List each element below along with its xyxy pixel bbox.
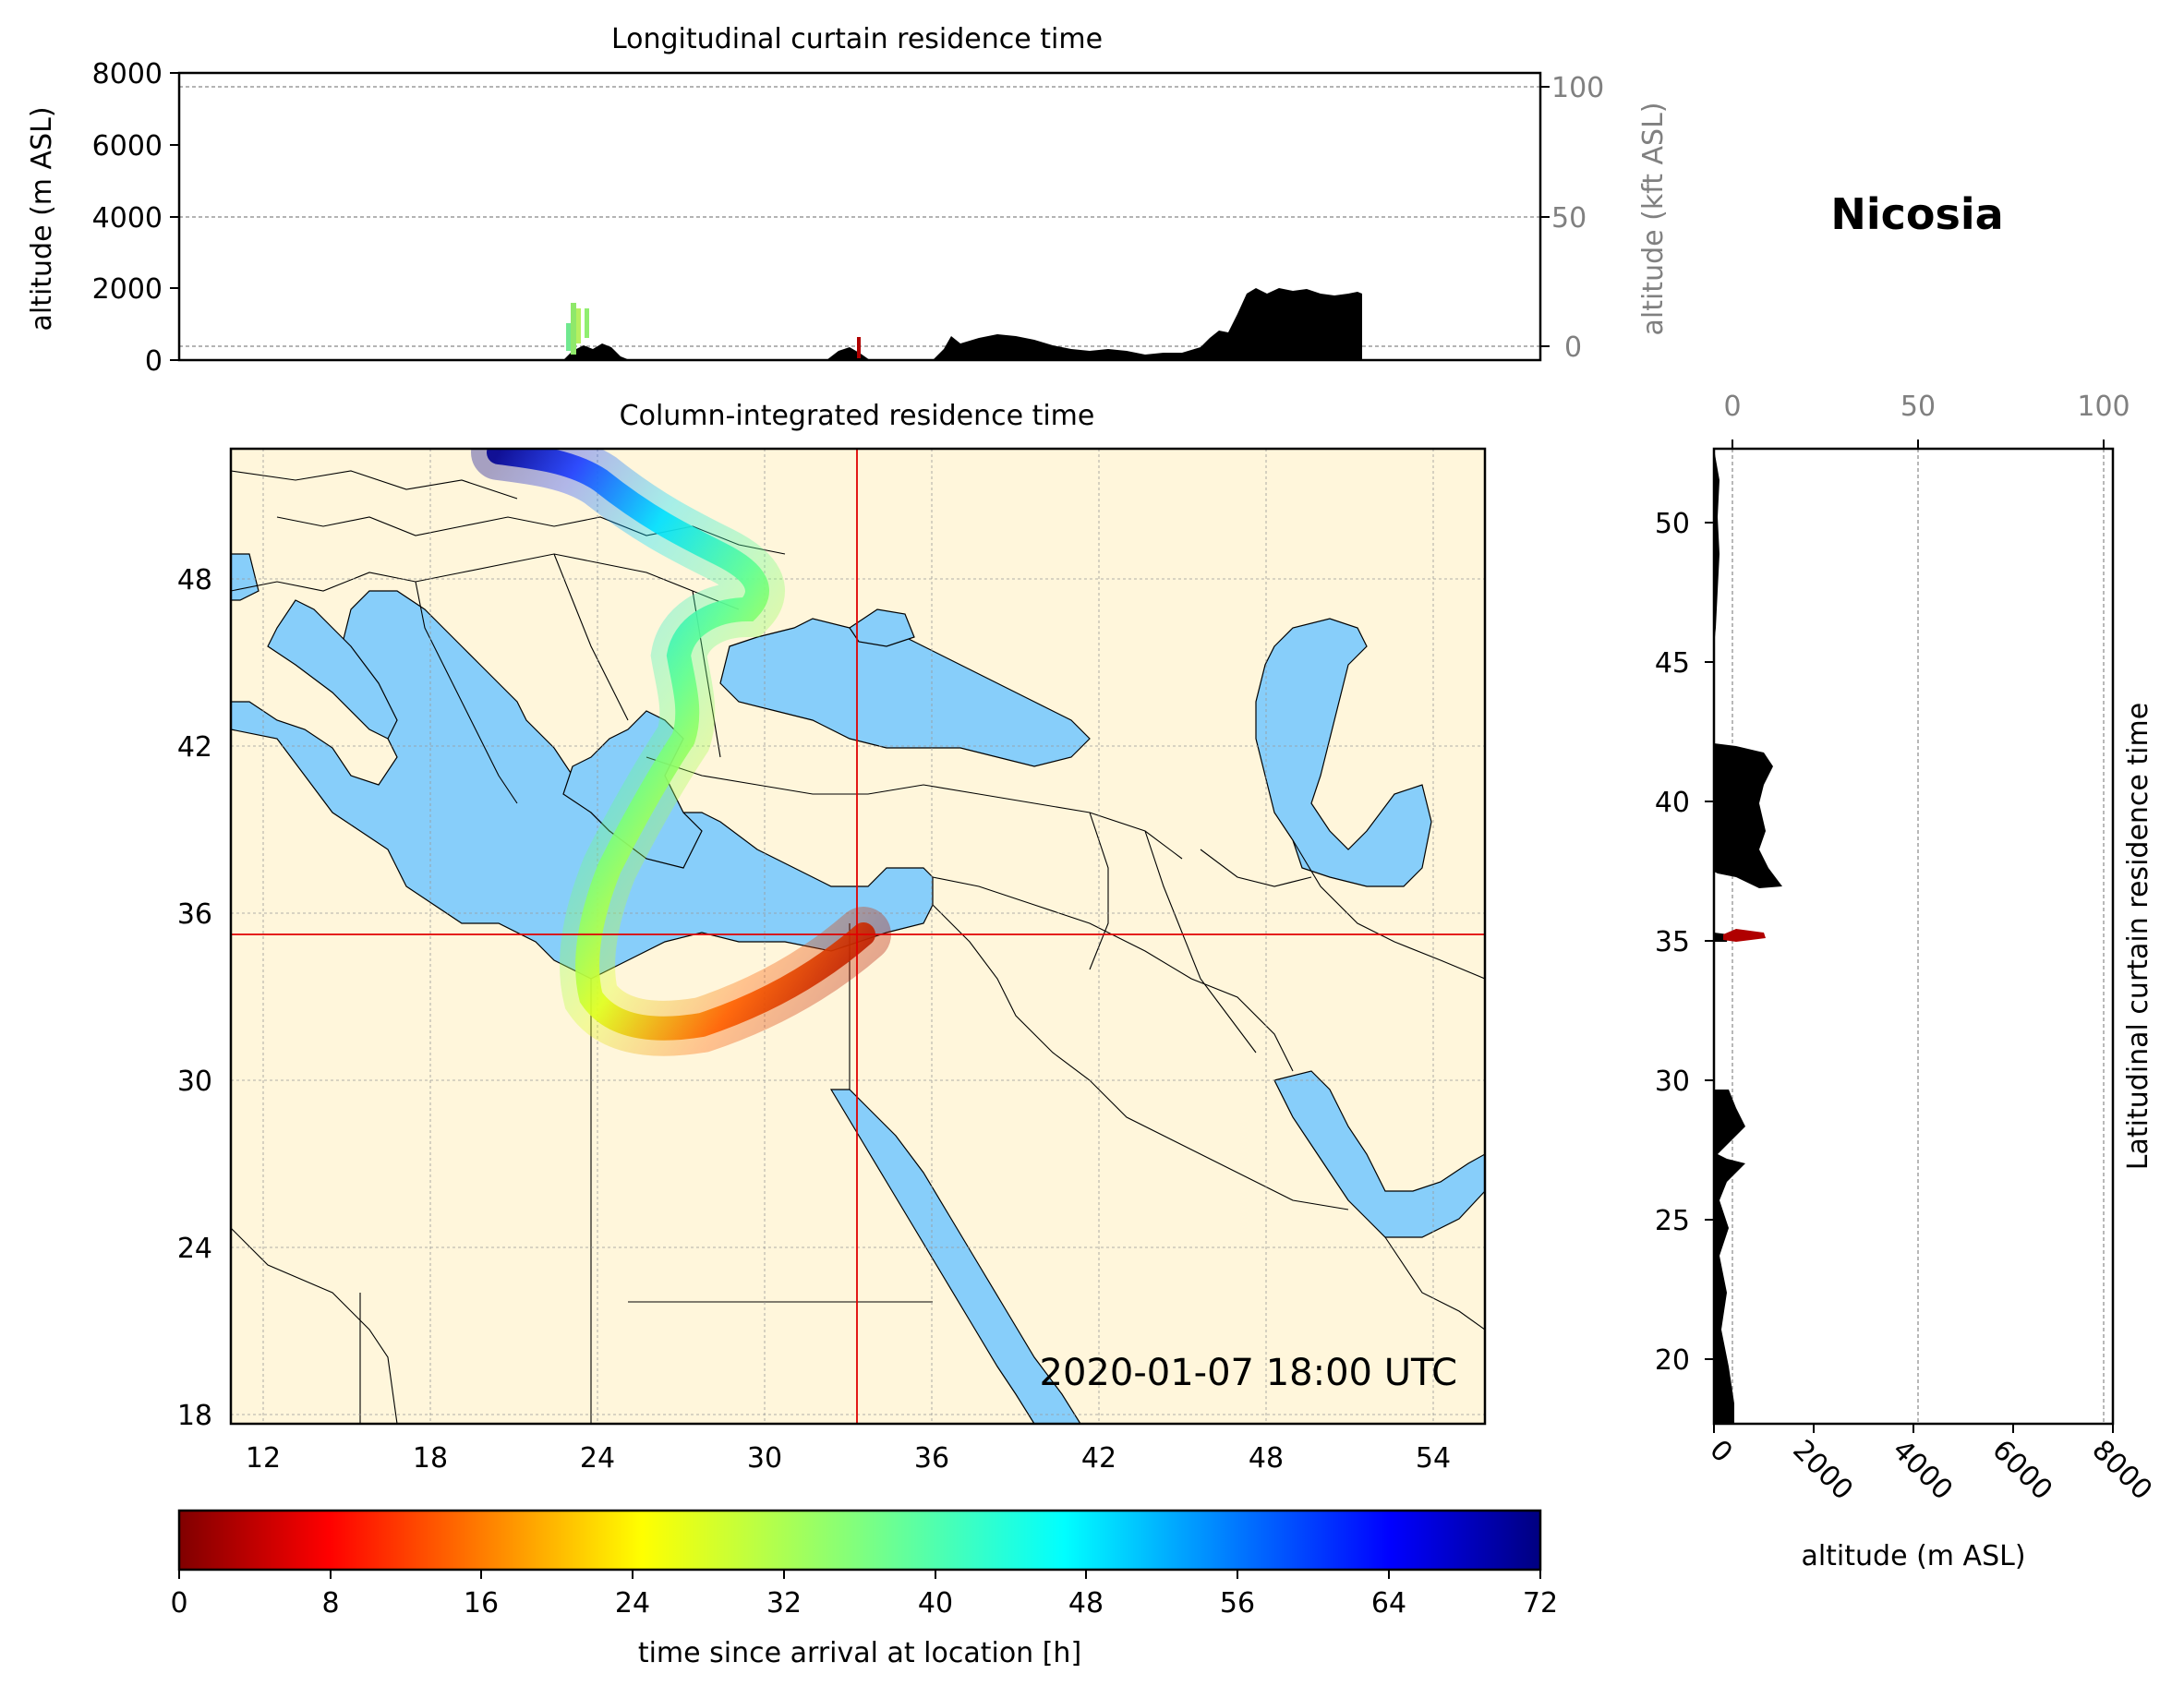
longitudinal-panel: Longitudinal curtain residence time 0 20… bbox=[26, 23, 1670, 378]
map-title: Column-integrated residence time bbox=[620, 400, 1095, 432]
longitudinal-ytick-label: 0 bbox=[145, 345, 163, 378]
colorbar-label: time since arrival at location [h] bbox=[638, 1637, 1081, 1669]
latitudinal-xtick-label: 4000 bbox=[1886, 1434, 1959, 1507]
colorbar-tick-label: 8 bbox=[321, 1587, 339, 1620]
latitudinal-top-tick-label: 100 bbox=[2077, 391, 2130, 423]
latitudinal-xtick-label: 0 bbox=[1703, 1434, 1738, 1469]
latitudinal-xtick-label: 6000 bbox=[1985, 1434, 2058, 1507]
longitudinal-plume bbox=[566, 303, 861, 358]
latitudinal-grid bbox=[1732, 449, 2105, 1424]
map-lat-tick: 18 bbox=[177, 1400, 212, 1432]
longitudinal-right-tick-label: 100 bbox=[1551, 72, 1604, 104]
latitudinal-top-tick-label: 50 bbox=[1900, 391, 1936, 423]
longitudinal-ytick-label: 4000 bbox=[92, 202, 163, 235]
latitudinal-top-tick-label: 0 bbox=[1723, 391, 1741, 423]
map-lat-tick: 36 bbox=[177, 898, 212, 931]
red-sea bbox=[829, 1089, 1081, 1424]
map-panel: Column-integrated residence time bbox=[177, 400, 1487, 1475]
latitudinal-y-ticks bbox=[1705, 522, 1714, 1360]
longitudinal-right-ticks bbox=[1540, 86, 1550, 347]
longitudinal-ytick-label: 6000 bbox=[92, 130, 163, 163]
map-lon-tick: 18 bbox=[413, 1442, 448, 1475]
longitudinal-title: Longitudinal curtain residence time bbox=[611, 23, 1103, 55]
adriatic-sea bbox=[267, 599, 398, 740]
longitudinal-left-ticks bbox=[170, 72, 179, 361]
latitudinal-ytick-label: 45 bbox=[1655, 647, 1690, 680]
colorbar-gradient bbox=[177, 1509, 1542, 1572]
latitudinal-ytick-label: 20 bbox=[1655, 1344, 1690, 1377]
location-title: Nicosia bbox=[1830, 189, 2003, 239]
map-axes-frame bbox=[229, 447, 1487, 1426]
colorbar: 0 8 16 24 32 40 48 56 64 72 time since a… bbox=[170, 1509, 1558, 1669]
latitudinal-ytick-label: 30 bbox=[1655, 1066, 1690, 1098]
longitudinal-ytick-label: 2000 bbox=[92, 273, 163, 306]
latitudinal-ytick-label: 25 bbox=[1655, 1205, 1690, 1237]
caspian-sea bbox=[1255, 618, 1432, 887]
colorbar-tick-label: 24 bbox=[615, 1587, 650, 1620]
black-sea bbox=[719, 618, 1091, 767]
latitudinal-ytick-label: 50 bbox=[1655, 508, 1690, 540]
latitudinal-ytick-label: 35 bbox=[1655, 926, 1690, 958]
latitudinal-panel: 0 50 100 0 2000 4000 6000 8000 20 25 30 … bbox=[1655, 391, 2158, 1572]
map-lat-tick: 30 bbox=[177, 1066, 212, 1098]
latitudinal-xlabel: altitude (m ASL) bbox=[1801, 1540, 2025, 1572]
colorbar-tick-label: 40 bbox=[918, 1587, 953, 1620]
longitudinal-ylabel-left: altitude (m ASL) bbox=[26, 106, 58, 331]
latitudinal-xtick-label: 2000 bbox=[1786, 1434, 1859, 1507]
latitudinal-plume bbox=[1723, 929, 1766, 942]
colorbar-tick-label: 72 bbox=[1523, 1587, 1558, 1620]
colorbar-tick-label: 32 bbox=[766, 1587, 802, 1620]
map-lon-tick: 36 bbox=[914, 1442, 949, 1475]
colorbar-tick-label: 48 bbox=[1068, 1587, 1104, 1620]
map-lon-tick: 48 bbox=[1249, 1442, 1284, 1475]
map-lon-tick: 54 bbox=[1416, 1442, 1451, 1475]
map-lat-tick: 48 bbox=[177, 564, 212, 596]
longitudinal-right-tick-label: 0 bbox=[1564, 331, 1582, 364]
latitudinal-ytick-label: 40 bbox=[1655, 787, 1690, 819]
latitudinal-ylabel: Latitudinal curtain residence time bbox=[2122, 703, 2154, 1170]
map-lon-tick: 12 bbox=[246, 1442, 281, 1475]
persian-gulf bbox=[1273, 1070, 1485, 1238]
longitudinal-terrain bbox=[563, 288, 1362, 360]
colorbar-tick-label: 16 bbox=[464, 1587, 499, 1620]
map-lon-tick: 42 bbox=[1081, 1442, 1116, 1475]
colorbar-tick-label: 64 bbox=[1371, 1587, 1406, 1620]
latitudinal-xtick-label: 8000 bbox=[2085, 1434, 2158, 1507]
latitudinal-axes-frame bbox=[1712, 447, 2115, 1426]
sea-north-corner bbox=[231, 553, 259, 601]
latitudinal-bottom-ticks bbox=[1713, 1424, 2114, 1433]
sea-of-azov bbox=[849, 608, 915, 647]
colorbar-tick-label: 56 bbox=[1220, 1587, 1255, 1620]
residence-time-plume bbox=[471, 449, 891, 1056]
longitudinal-ytick-label: 8000 bbox=[92, 58, 163, 90]
map-lon-tick: 24 bbox=[580, 1442, 615, 1475]
receptor-crosshair bbox=[231, 449, 1485, 1424]
latitudinal-top-ticks bbox=[1732, 440, 2105, 449]
map-timestamp: 2020-01-07 18:00 UTC bbox=[1040, 1352, 1457, 1394]
map-lat-tick: 24 bbox=[177, 1233, 212, 1265]
map-lon-tick: 30 bbox=[747, 1442, 782, 1475]
colorbar-ticks bbox=[178, 1570, 1541, 1579]
longitudinal-ylabel-right: altitude (kft ASL) bbox=[1637, 102, 1670, 335]
colorbar-tick-label: 0 bbox=[170, 1587, 187, 1620]
longitudinal-right-tick-label: 50 bbox=[1551, 202, 1587, 235]
map-lat-tick: 42 bbox=[177, 731, 212, 764]
